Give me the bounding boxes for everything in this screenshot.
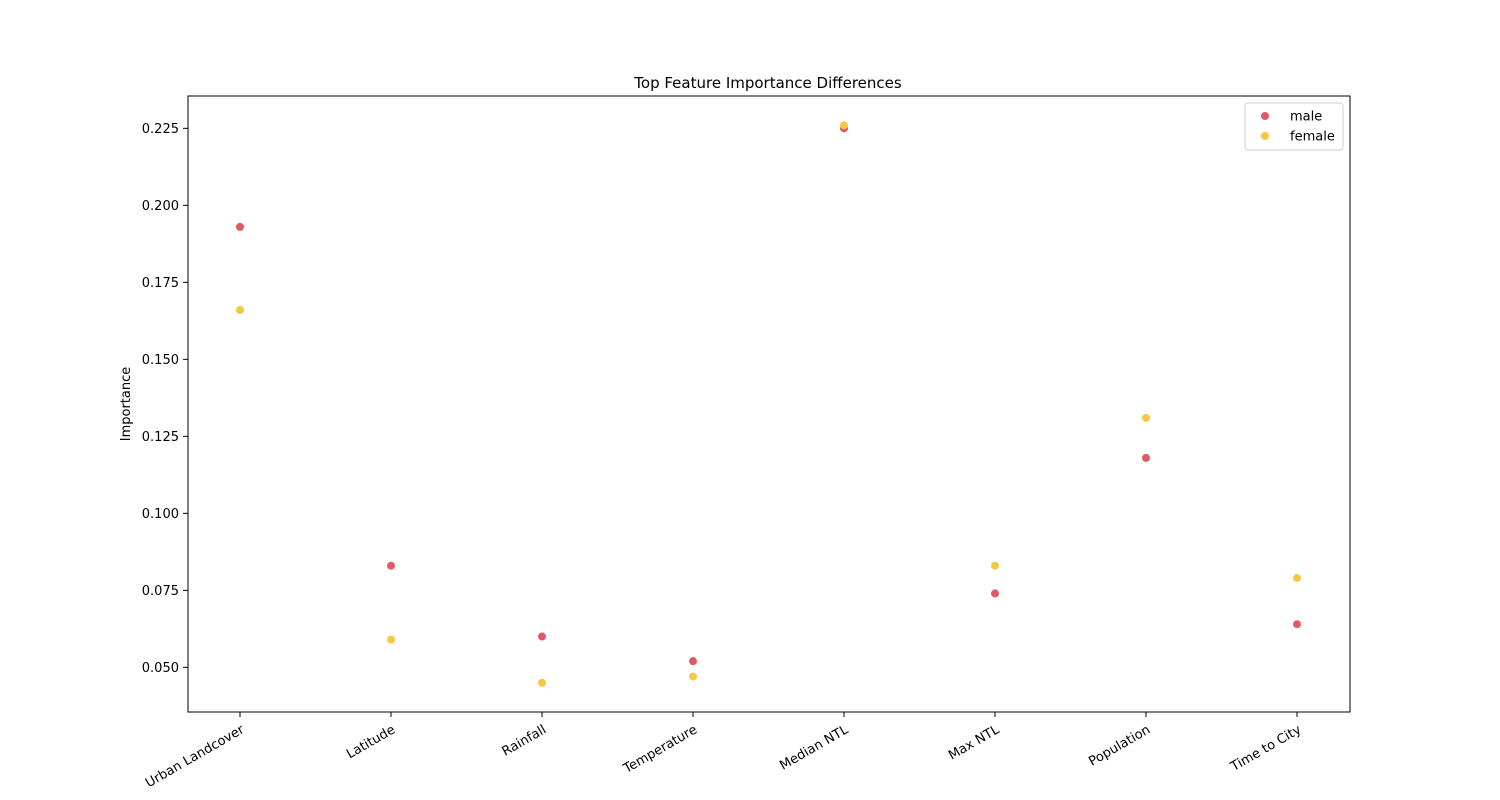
y-axis-label: Importance xyxy=(119,367,134,442)
point-female-4 xyxy=(840,121,848,130)
x-tick-label: Urban Landcover xyxy=(143,722,247,791)
y-tick-label: 0.150 xyxy=(142,353,179,368)
x-tick-label: Time to City xyxy=(1228,722,1305,775)
legend-frame xyxy=(1244,102,1344,151)
y-tick-label: 0.075 xyxy=(142,584,179,599)
x-axis: Urban Landcover Latitude Rainfall Temperatu… xyxy=(143,712,1304,791)
y-tick-label: 0.200 xyxy=(142,199,179,214)
x-tick-label: Population xyxy=(1086,722,1153,769)
y-tick-label: 0.175 xyxy=(142,276,179,291)
y-axis: 0.050 0.075 0.100 0.125 0.150 0.175 0.200 0.225 xyxy=(142,122,188,676)
point-male-6 xyxy=(1142,453,1150,462)
point-female-3 xyxy=(689,672,697,681)
y-tick-label: 0.125 xyxy=(142,430,179,445)
x-tick-label: Max NTL xyxy=(946,722,1003,763)
legend-label-female: female xyxy=(1290,130,1335,145)
point-female-2 xyxy=(538,678,546,687)
point-female-6 xyxy=(1142,413,1150,422)
legend-marker-male xyxy=(1261,112,1269,120)
x-tick-label: Latitude xyxy=(344,722,398,762)
point-male-7 xyxy=(1293,620,1301,629)
plot-frame xyxy=(187,95,1351,713)
point-male-2 xyxy=(538,632,546,641)
point-male-0 xyxy=(236,222,244,231)
point-male-3 xyxy=(689,657,697,666)
y-tick-label: 0.100 xyxy=(142,507,179,522)
y-tick-label: 0.225 xyxy=(142,122,179,137)
x-tick-label: Temperature xyxy=(620,722,700,777)
point-female-1 xyxy=(387,635,395,644)
legend-marker-female xyxy=(1261,132,1269,140)
point-female-0 xyxy=(236,306,244,315)
y-tick-label: 0.050 xyxy=(142,661,179,676)
x-tick-label: Rainfall xyxy=(500,722,549,759)
legend-label-male: male xyxy=(1290,110,1322,125)
point-male-5 xyxy=(991,589,999,598)
chart-title: Top Feature Importance Differences xyxy=(633,74,902,92)
x-tick-label: Median NTL xyxy=(777,722,851,774)
point-female-5 xyxy=(991,561,999,570)
point-male-1 xyxy=(387,561,395,570)
data-points xyxy=(236,121,1301,687)
point-female-7 xyxy=(1293,574,1301,583)
legend: male female xyxy=(1244,102,1344,151)
